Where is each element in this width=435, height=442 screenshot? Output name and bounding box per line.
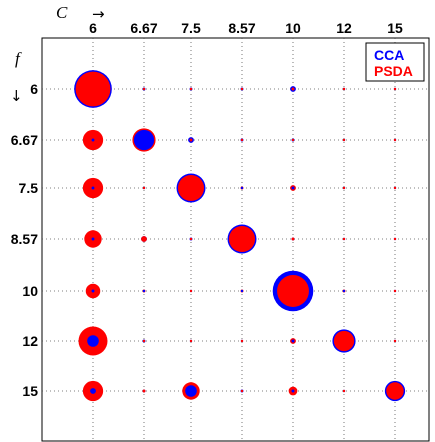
bubble-psda-f7.5-c6.67 <box>142 186 146 190</box>
bubble-cca-f7.5-c8.57 <box>240 186 244 190</box>
bubble-psda-f8.57-c10 <box>291 237 295 241</box>
legend-box <box>365 42 425 82</box>
bubble-psda-f12-c12 <box>333 330 355 352</box>
x-axis-symbol: C <box>56 3 68 22</box>
legend: CCA PSDA <box>365 42 425 82</box>
bubble-psda-f15-c12 <box>342 389 346 393</box>
bubble-psda-f6.67-c8.57 <box>240 138 244 142</box>
bubble-psda-f6-c8.57 <box>240 87 244 91</box>
y-tick-label: 6 <box>30 81 38 97</box>
x-tick-label: 7.5 <box>181 20 201 36</box>
bubble-psda-f6-c7.5 <box>189 87 193 91</box>
bubble-psda-f6.67-c15 <box>393 138 397 142</box>
bubble-cca-f10-c8.57 <box>240 289 244 293</box>
y-axis-arrow: ↓ <box>10 87 23 105</box>
bubble-psda-f7.5-c12 <box>342 186 346 190</box>
bubble-psda-f15-c6.67 <box>142 389 146 393</box>
bubble-cca-f15-c7.5 <box>185 385 197 397</box>
x-tick-label: 12 <box>336 20 352 36</box>
bubble-psda-f6-c12 <box>342 87 346 91</box>
bubble-psda-f10-c7.5 <box>189 289 193 293</box>
bubble-psda-f12-c8.57 <box>240 339 244 343</box>
y-tick-label: 12 <box>22 333 38 349</box>
bubble-psda-f6-c10 <box>291 87 295 91</box>
bubble-psda-f6-c6 <box>75 71 111 107</box>
bubble-psda-f6.67-c7.5 <box>189 138 193 142</box>
bubble-psda-f6.67-c12 <box>342 138 346 142</box>
bubble-psda-f8.57-c12 <box>342 237 346 241</box>
bubble-cca-f12-c6 <box>87 335 99 347</box>
bubble-psda-f12-c15 <box>393 339 397 343</box>
bubble-psda-f10-c15 <box>393 289 397 293</box>
bubble-psda-f6.67-c10 <box>291 138 295 142</box>
bubble-psda-f6-c6.67 <box>142 87 146 91</box>
bubble-cca-f7.5-c10 <box>291 186 295 190</box>
bubble-psda-f8.57-c8.57 <box>228 225 256 253</box>
y-tick-label: 7.5 <box>19 180 39 196</box>
bubble-cca-f10-c12 <box>342 289 346 293</box>
bubble-psda-f12-c7.5 <box>189 339 193 343</box>
x-tick-label: 6 <box>89 20 97 36</box>
bubble-cca-f15-c10 <box>291 389 295 393</box>
bubble-psda-f15-c8.57 <box>240 389 244 393</box>
bubble-psda-f10-c10 <box>277 275 309 307</box>
bubble-cca-f6.67-c6 <box>91 138 95 142</box>
bubble-cca-f7.5-c6 <box>91 186 95 190</box>
bubble-psda-f7.5-c7.5 <box>177 174 205 202</box>
bubble-psda-f12-c6.67 <box>142 339 146 343</box>
tick-layer: 6 6.67 7.5 8.57 10 12 15 6 6.67 7.5 8.57 10 12 15 <box>11 20 403 399</box>
bubble-psda-f7.5-c15 <box>393 186 397 190</box>
bubble-cca-f10-c6.67 <box>142 289 146 293</box>
y-tick-label: 15 <box>22 383 38 399</box>
marks-layer <box>74 70 406 402</box>
y-tick-label: 6.67 <box>11 132 38 148</box>
legend-entry-cca: CCA <box>374 47 404 63</box>
bubble-psda-f6-c15 <box>393 87 397 91</box>
bubble-psda-f8.57-c15 <box>393 237 397 241</box>
bubble-psda-f8.57-c6.67 <box>141 236 147 242</box>
y-tick-label: 8.57 <box>11 231 38 247</box>
bubble-cca-f12-c10 <box>291 339 295 343</box>
bubble-psda-f8.57-c7.5 <box>189 237 193 241</box>
x-axis-arrow: → <box>92 5 105 23</box>
x-tick-label: 6.67 <box>130 20 157 36</box>
legend-entry-psda: PSDA <box>374 63 413 79</box>
y-tick-label: 10 <box>22 283 38 299</box>
bubble-cca-f8.57-c6 <box>91 237 95 241</box>
bubble-cca-f10-c6 <box>91 289 95 293</box>
x-tick-label: 15 <box>387 20 403 36</box>
bubble-cca-f6.67-c6.67 <box>133 129 155 151</box>
bubble-cca-f15-c6 <box>90 388 96 394</box>
y-axis-symbol: f <box>15 49 22 68</box>
x-tick-label: 8.57 <box>228 20 255 36</box>
x-tick-label: 10 <box>285 20 301 36</box>
bubble-psda-f15-c15 <box>386 382 404 400</box>
